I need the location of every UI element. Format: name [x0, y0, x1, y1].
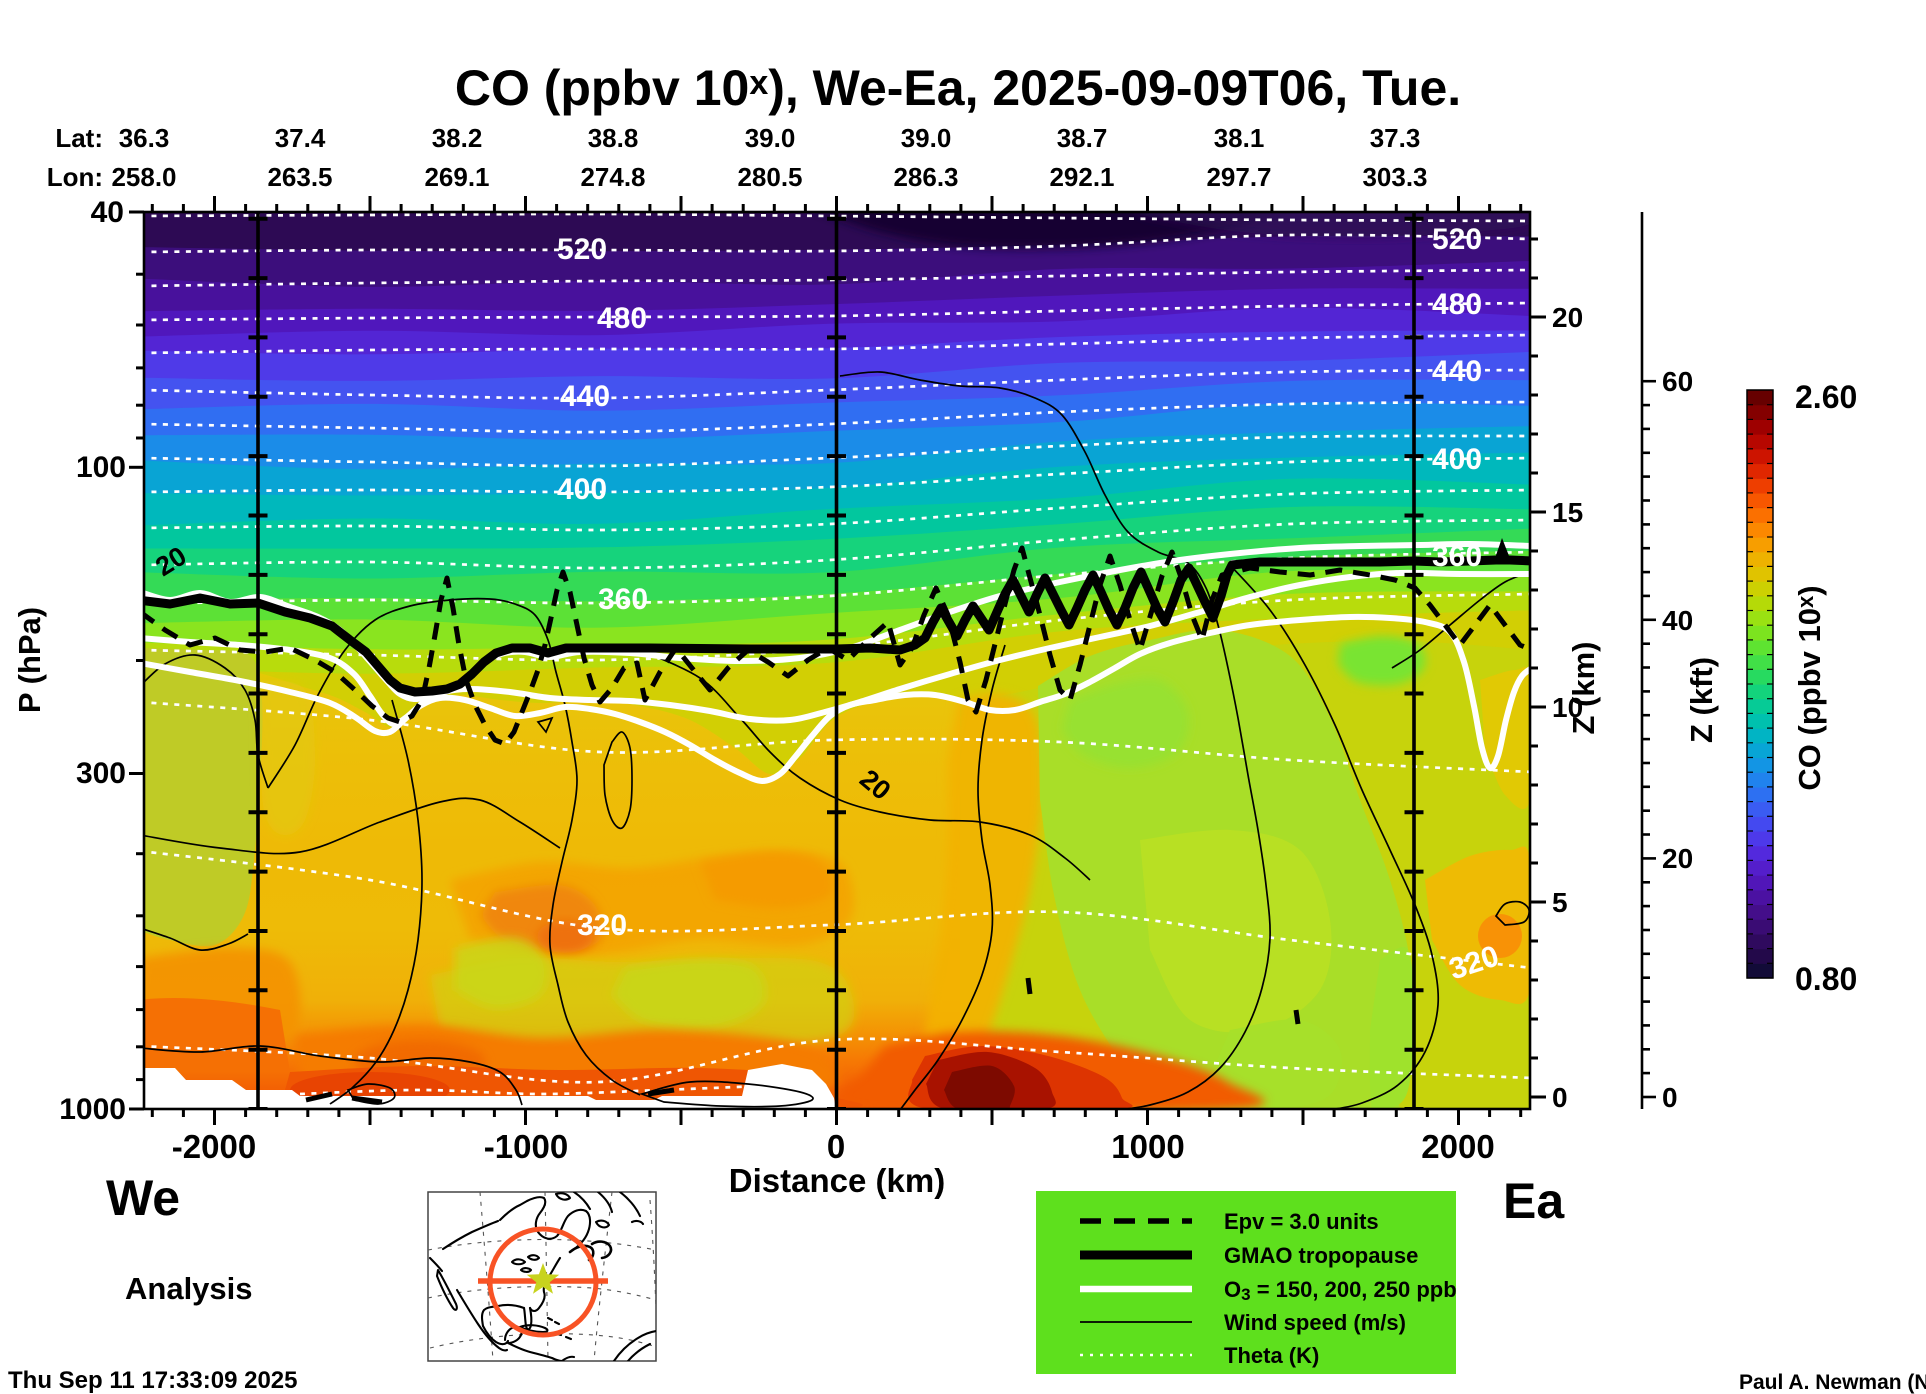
svg-text:292.1: 292.1 — [1049, 162, 1114, 192]
svg-text:37.3: 37.3 — [1370, 123, 1421, 153]
svg-text:40: 40 — [91, 196, 124, 229]
svg-text:440: 440 — [1432, 355, 1482, 388]
svg-text:360: 360 — [598, 583, 648, 616]
svg-text:40: 40 — [1662, 605, 1693, 636]
svg-text:Z (kft): Z (kft) — [1684, 657, 1719, 743]
svg-text:38.8: 38.8 — [588, 123, 639, 153]
svg-text:440: 440 — [560, 380, 610, 413]
svg-text:0: 0 — [827, 1128, 845, 1165]
svg-text:38.2: 38.2 — [432, 123, 483, 153]
svg-text:274.8: 274.8 — [580, 162, 645, 192]
svg-text:Analysis: Analysis — [125, 1271, 253, 1306]
svg-text:303.3: 303.3 — [1362, 162, 1427, 192]
svg-text:2.60: 2.60 — [1795, 379, 1857, 415]
svg-text:39.0: 39.0 — [901, 123, 952, 153]
svg-text:38.1: 38.1 — [1214, 123, 1265, 153]
svg-text:Lat:: Lat: — [55, 123, 103, 153]
svg-text:CO (ppbv 10x), We-Ea, 2025-09-: CO (ppbv 10x), We-Ea, 2025-09-09T06, Tue… — [455, 60, 1461, 116]
svg-text:P (hPa): P (hPa) — [12, 607, 47, 713]
svg-text:0: 0 — [1662, 1082, 1678, 1113]
svg-text:60: 60 — [1662, 366, 1693, 397]
svg-text:Paul A. Newman (NASA: Paul A. Newman (NASA — [1739, 1371, 1926, 1394]
svg-text:O3 = 150, 200, 250 ppb: O3 = 150, 200, 250 ppb — [1224, 1277, 1457, 1304]
svg-text:GMAO tropopause: GMAO tropopause — [1224, 1243, 1418, 1268]
svg-text:1000: 1000 — [1111, 1128, 1184, 1165]
svg-text:Epv = 3.0 units: Epv = 3.0 units — [1224, 1209, 1379, 1234]
svg-text:Ea: Ea — [1503, 1173, 1565, 1229]
svg-text:480: 480 — [597, 302, 647, 335]
svg-text:10: 10 — [1552, 692, 1583, 723]
svg-text:0.80: 0.80 — [1795, 961, 1857, 997]
svg-text:280.5: 280.5 — [737, 162, 802, 192]
svg-text:Theta (K): Theta (K) — [1224, 1343, 1319, 1368]
svg-text:300: 300 — [76, 757, 126, 790]
svg-text:480: 480 — [1432, 288, 1482, 321]
svg-text:297.7: 297.7 — [1206, 162, 1271, 192]
svg-text:37.4: 37.4 — [275, 123, 326, 153]
svg-text:320: 320 — [577, 909, 627, 942]
svg-text:400: 400 — [557, 473, 607, 506]
svg-text:520: 520 — [1432, 223, 1482, 256]
svg-text:We: We — [106, 1170, 180, 1226]
svg-text:263.5: 263.5 — [267, 162, 332, 192]
svg-text:5: 5 — [1552, 887, 1568, 918]
svg-text:38.7: 38.7 — [1057, 123, 1108, 153]
svg-text:258.0: 258.0 — [111, 162, 176, 192]
svg-text:-2000: -2000 — [172, 1128, 256, 1165]
svg-text:100: 100 — [76, 451, 126, 484]
svg-text:CO (ppbv 10x): CO (ppbv 10x) — [1792, 585, 1827, 790]
svg-text:36.3: 36.3 — [119, 123, 170, 153]
svg-text:Z (km): Z (km) — [1566, 642, 1601, 735]
svg-text:286.3: 286.3 — [893, 162, 958, 192]
svg-text:269.1: 269.1 — [424, 162, 489, 192]
svg-text:Thu Sep 11 17:33:09 2025: Thu Sep 11 17:33:09 2025 — [8, 1367, 298, 1394]
svg-text:39.0: 39.0 — [745, 123, 796, 153]
svg-text:Distance (km): Distance (km) — [729, 1162, 945, 1199]
svg-text:20: 20 — [1552, 302, 1583, 333]
svg-text:1000: 1000 — [59, 1093, 126, 1126]
svg-text:-1000: -1000 — [484, 1128, 568, 1165]
svg-text:Wind speed (m/s): Wind speed (m/s) — [1224, 1310, 1406, 1335]
svg-text:0: 0 — [1552, 1082, 1568, 1113]
svg-text:20: 20 — [1662, 843, 1693, 874]
svg-text:520: 520 — [557, 233, 607, 266]
svg-text:2000: 2000 — [1421, 1128, 1494, 1165]
svg-text:Lon:: Lon: — [47, 162, 103, 192]
svg-text:15: 15 — [1552, 497, 1583, 528]
svg-text:360: 360 — [1432, 540, 1482, 573]
svg-text:400: 400 — [1432, 443, 1482, 476]
